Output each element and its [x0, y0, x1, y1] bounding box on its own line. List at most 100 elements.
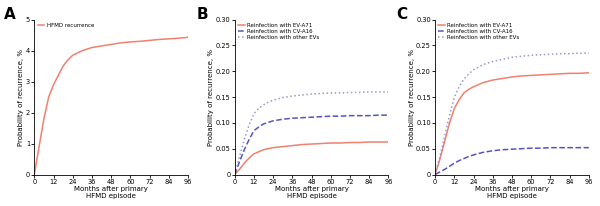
Reinfection with EV-A71 — [479, 81, 487, 84]
Reinfection with CV-A16 — [260, 123, 267, 125]
Reinfection with CV-A16 — [365, 114, 373, 117]
Reinfection with other EVs — [337, 92, 344, 94]
Reinfection with EV-A71 — [327, 142, 334, 144]
Reinfection with other EVs — [279, 96, 286, 99]
Line: Reinfection with CV-A16: Reinfection with CV-A16 — [235, 115, 388, 174]
HFMD recurrence — [55, 74, 62, 77]
Reinfection with other EVs — [346, 91, 353, 94]
Reinfection with CV-A16 — [231, 173, 238, 176]
Reinfection with other EVs — [375, 91, 382, 93]
Reinfection with other EVs — [255, 107, 262, 110]
Reinfection with CV-A16 — [470, 154, 477, 156]
Reinfection with CV-A16 — [489, 150, 496, 152]
Reinfection with EV-A71 — [460, 92, 467, 94]
Reinfection with other EVs — [241, 138, 248, 141]
HFMD recurrence — [127, 41, 134, 43]
Line: Reinfection with EV-A71: Reinfection with EV-A71 — [435, 73, 589, 174]
Reinfection with CV-A16 — [575, 146, 583, 149]
Y-axis label: Probability of recurrence, %: Probability of recurrence, % — [208, 49, 214, 146]
Reinfection with CV-A16 — [327, 115, 334, 117]
Reinfection with EV-A71 — [255, 151, 262, 153]
Reinfection with EV-A71 — [566, 72, 573, 75]
Reinfection with EV-A71 — [499, 77, 506, 80]
Text: C: C — [397, 7, 408, 22]
Reinfection with CV-A16 — [241, 149, 248, 151]
Reinfection with EV-A71 — [346, 141, 353, 144]
Reinfection with other EVs — [289, 95, 296, 97]
Reinfection with CV-A16 — [499, 149, 506, 151]
Reinfection with EV-A71 — [556, 73, 563, 75]
Legend: Reinfection with EV-A71, Reinfection with CV-A16, Reinfection with other EVs: Reinfection with EV-A71, Reinfection wit… — [238, 22, 320, 40]
Reinfection with other EVs — [585, 52, 592, 54]
HFMD recurrence — [31, 173, 38, 176]
Reinfection with EV-A71 — [547, 73, 554, 76]
Reinfection with EV-A71 — [289, 144, 296, 147]
Reinfection with CV-A16 — [356, 114, 363, 117]
Reinfection with other EVs — [537, 54, 544, 56]
Reinfection with EV-A71 — [470, 85, 477, 88]
Reinfection with CV-A16 — [317, 115, 325, 118]
Reinfection with EV-A71 — [279, 145, 286, 148]
Reinfection with EV-A71 — [527, 74, 535, 77]
Reinfection with CV-A16 — [385, 114, 392, 116]
Reinfection with other EVs — [465, 73, 472, 75]
HFMD recurrence — [40, 117, 47, 120]
Reinfection with other EVs — [575, 52, 583, 54]
Reinfection with EV-A71 — [375, 141, 382, 143]
Line: HFMD recurrence: HFMD recurrence — [34, 37, 188, 174]
HFMD recurrence — [50, 83, 57, 86]
Reinfection with EV-A71 — [575, 72, 583, 75]
Reinfection with CV-A16 — [518, 147, 525, 150]
Line: Reinfection with EV-A71: Reinfection with EV-A71 — [235, 142, 388, 174]
Reinfection with EV-A71 — [436, 158, 443, 160]
Reinfection with EV-A71 — [518, 75, 525, 77]
Reinfection with EV-A71 — [245, 157, 253, 159]
Reinfection with other EVs — [441, 135, 448, 137]
Reinfection with EV-A71 — [451, 107, 458, 110]
Reinfection with other EVs — [298, 94, 305, 96]
Reinfection with other EVs — [265, 101, 272, 103]
Reinfection with EV-A71 — [446, 122, 453, 124]
Reinfection with CV-A16 — [269, 119, 277, 122]
Reinfection with CV-A16 — [479, 151, 487, 153]
Reinfection with other EVs — [231, 173, 238, 176]
Reinfection with EV-A71 — [269, 146, 277, 149]
Reinfection with other EVs — [455, 85, 463, 88]
Reinfection with other EVs — [308, 93, 315, 95]
Reinfection with EV-A71 — [250, 153, 257, 155]
Y-axis label: Probability of recurrence, %: Probability of recurrence, % — [409, 49, 415, 146]
Reinfection with CV-A16 — [337, 115, 344, 117]
Reinfection with other EVs — [327, 92, 334, 94]
HFMD recurrence — [59, 65, 67, 67]
Reinfection with other EVs — [479, 63, 487, 66]
Reinfection with EV-A71 — [231, 173, 238, 176]
Reinfection with other EVs — [356, 91, 363, 94]
Reinfection with CV-A16 — [265, 121, 272, 124]
Text: B: B — [196, 7, 208, 22]
Reinfection with other EVs — [260, 104, 267, 106]
HFMD recurrence — [165, 38, 172, 40]
Reinfection with other EVs — [556, 53, 563, 55]
Reinfection with other EVs — [446, 114, 453, 116]
Reinfection with CV-A16 — [446, 165, 453, 167]
Reinfection with CV-A16 — [279, 118, 286, 121]
Reinfection with other EVs — [365, 91, 373, 93]
HFMD recurrence — [146, 39, 153, 42]
Reinfection with CV-A16 — [460, 157, 467, 160]
HFMD recurrence — [79, 49, 86, 52]
HFMD recurrence — [45, 96, 52, 98]
Reinfection with CV-A16 — [547, 146, 554, 149]
Reinfection with EV-A71 — [508, 76, 515, 78]
HFMD recurrence — [107, 43, 115, 46]
HFMD recurrence — [155, 38, 163, 41]
Reinfection with EV-A71 — [337, 142, 344, 144]
Legend: Reinfection with EV-A71, Reinfection with CV-A16, Reinfection with other EVs: Reinfection with EV-A71, Reinfection wit… — [438, 22, 520, 40]
Reinfection with CV-A16 — [236, 160, 243, 163]
HFMD recurrence — [175, 37, 182, 40]
Reinfection with other EVs — [527, 54, 535, 56]
Line: Reinfection with other EVs: Reinfection with other EVs — [435, 53, 589, 174]
Reinfection with EV-A71 — [441, 140, 448, 142]
Reinfection with EV-A71 — [260, 149, 267, 151]
Reinfection with CV-A16 — [455, 159, 463, 162]
HFMD recurrence — [35, 145, 43, 148]
